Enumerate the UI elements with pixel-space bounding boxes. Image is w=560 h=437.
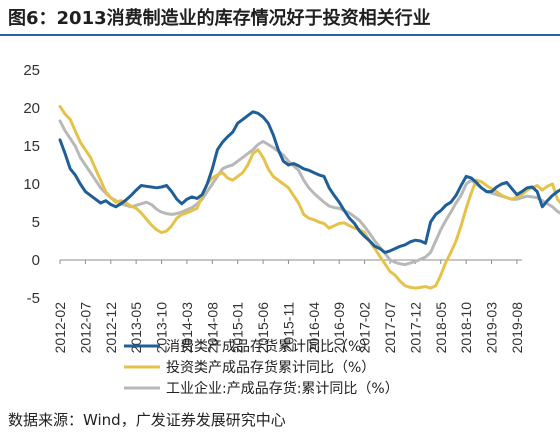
y-tick-label: 20 bbox=[23, 100, 40, 117]
x-tick-label: 2013-10 bbox=[154, 302, 170, 354]
y-tick-label: -5 bbox=[27, 290, 40, 307]
y-tick-label: 0 bbox=[32, 252, 40, 269]
y-axis-tick-labels: 25 20 15 10 5 0 -5 bbox=[23, 62, 40, 307]
x-tick-label: 2015-06 bbox=[255, 302, 271, 354]
x-tick-label: 2017-07 bbox=[382, 302, 398, 354]
x-tick-label: 2017-02 bbox=[357, 302, 373, 354]
x-tick-label: 2012-07 bbox=[77, 302, 93, 354]
x-tick-label: 2015-01 bbox=[230, 302, 246, 354]
legend-label: 消费类产成品存货累计同比（%） bbox=[166, 338, 375, 355]
x-tick-label: 2014-03 bbox=[179, 302, 195, 354]
y-tick-label: 5 bbox=[32, 214, 40, 231]
x-tick-label: 2014-08 bbox=[204, 302, 220, 354]
series-line-2 bbox=[58, 119, 560, 267]
y-tick-label: 15 bbox=[23, 138, 40, 155]
title-rule bbox=[0, 34, 560, 36]
x-tick-label: 2015-11 bbox=[280, 302, 296, 353]
series-line-1 bbox=[58, 105, 560, 290]
x-tick-label: 2019-08 bbox=[509, 302, 525, 354]
x-tick-label: 2012-12 bbox=[103, 302, 119, 354]
source-note: 数据来源：Wind，广发证券发展研究中心 bbox=[8, 411, 286, 429]
x-tick-label: 2017-12 bbox=[407, 302, 423, 354]
legend: 消费类产成品存货累计同比（%） 投资类产成品存货累计同比（%） 工业企业:产成品存货… bbox=[124, 338, 399, 397]
legend-label: 投资类产成品存货累计同比（%） bbox=[166, 359, 375, 376]
legend-label: 工业企业:产成品存货:累计同比（%） bbox=[166, 380, 399, 397]
x-tick-label: 2019-03 bbox=[484, 302, 500, 354]
x-tick-label: 2016-04 bbox=[306, 302, 322, 354]
y-tick-label: 25 bbox=[23, 62, 40, 79]
x-tick-label: 2016-09 bbox=[331, 302, 347, 354]
y-tick-label: 10 bbox=[23, 176, 40, 193]
x-axis-tick-labels: 2012-02 2012-07 2012-12 2013-05 2013-10 2014-… bbox=[52, 260, 525, 353]
x-tick-label: 2013-05 bbox=[128, 302, 144, 354]
x-tick-label: 2018-10 bbox=[458, 302, 474, 354]
x-tick-label: 2018-05 bbox=[433, 302, 449, 354]
x-tick-label: 2012-02 bbox=[52, 302, 68, 354]
series-lines bbox=[58, 105, 560, 290]
chart-title: 图6：2013消费制造业的库存情况好于投资相关行业 bbox=[8, 8, 431, 29]
series-line-0 bbox=[58, 110, 560, 254]
